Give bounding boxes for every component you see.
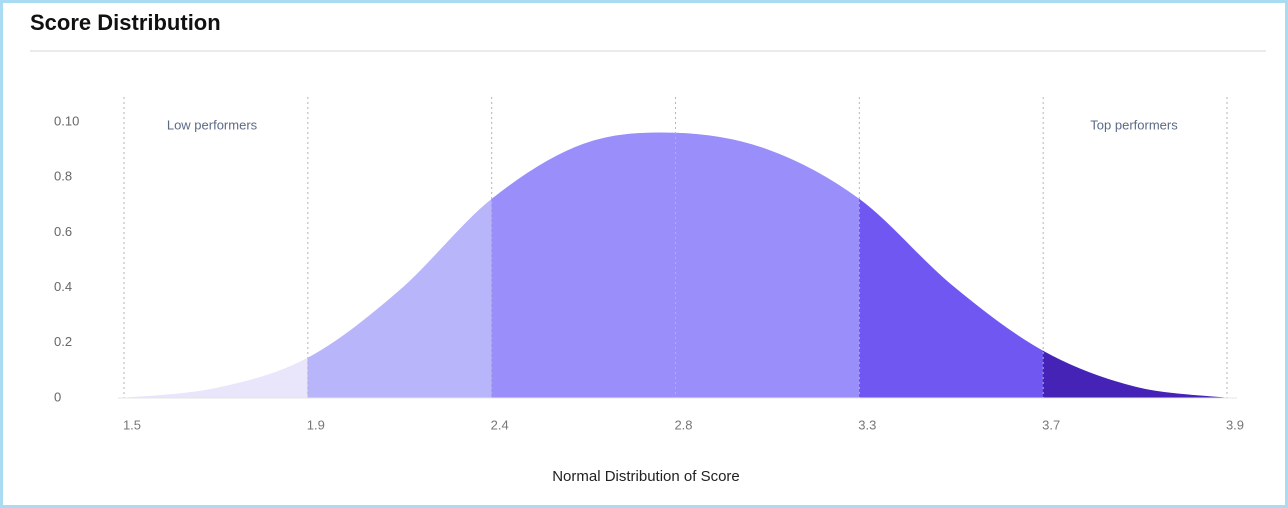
x-tick-label: 1.9 (307, 417, 325, 432)
annotation: Low performers (167, 117, 258, 132)
area-band (491, 132, 676, 399)
y-tick-label: 0 (54, 389, 61, 404)
y-tick-label: 0.6 (54, 224, 72, 239)
y-tick-label: 0.4 (54, 279, 72, 294)
area-band (675, 132, 860, 399)
x-tick-label: 3.7 (1042, 417, 1060, 432)
y-tick-label: 0.8 (54, 169, 72, 184)
y-tick-label: 0.10 (54, 113, 79, 128)
chart-title: Score Distribution (30, 10, 221, 35)
x-tick-label: 3.9 (1226, 417, 1244, 432)
x-tick-label: 2.8 (674, 417, 692, 432)
area-band (1042, 350, 1228, 399)
annotation: Top performers (1090, 117, 1178, 132)
area-band (123, 357, 309, 399)
area-band (307, 198, 492, 399)
x-tick-label: 2.4 (491, 417, 509, 432)
area-band (859, 198, 1044, 399)
x-tick-label: 1.5 (123, 417, 141, 432)
x-tick-label: 3.3 (858, 417, 876, 432)
y-tick-label: 0.2 (54, 334, 72, 349)
x-axis-label: Normal Distribution of Score (552, 468, 740, 485)
